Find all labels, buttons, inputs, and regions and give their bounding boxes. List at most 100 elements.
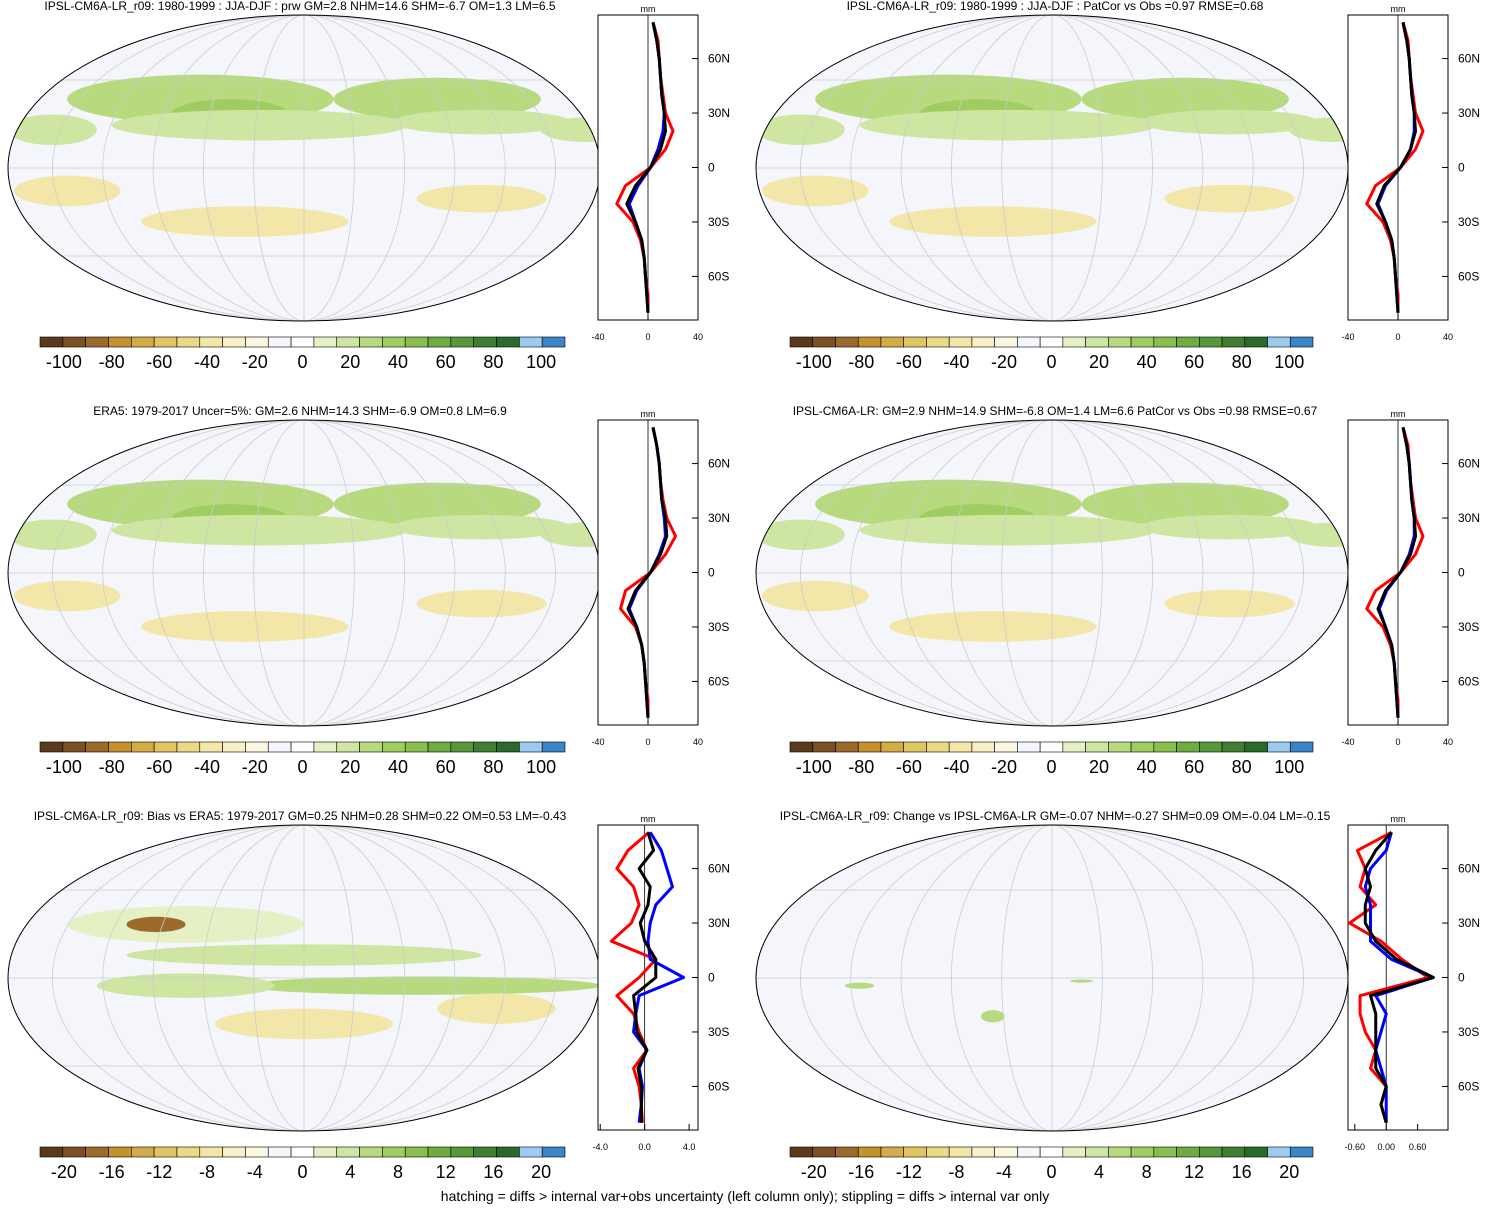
x-tick-label: 40 — [693, 332, 703, 342]
colorbar-swatch — [290, 1146, 315, 1158]
colorbar-swatch — [245, 1146, 269, 1158]
y-tick-label: 30S — [708, 1025, 729, 1039]
colorbar-swatch — [176, 741, 201, 753]
y-tick-label: 60N — [1458, 862, 1480, 876]
colorbar-label: -20 — [991, 352, 1017, 372]
colorbar-swatch — [1108, 336, 1132, 348]
colorbar-swatch — [948, 336, 973, 348]
colorbar-label: -60 — [146, 757, 172, 777]
graticule — [152, 420, 456, 726]
colorbar-label: -4 — [247, 1162, 263, 1182]
field-region — [761, 580, 869, 612]
colorbar-swatch — [39, 1146, 64, 1158]
colorbar-label: -40 — [194, 757, 220, 777]
y-tick-label: 60N — [1458, 457, 1480, 471]
colorbar-label: -100 — [796, 757, 832, 777]
x-tick-label: -4.0 — [592, 1142, 608, 1152]
colorbar-swatch — [1199, 336, 1223, 348]
map — [756, 825, 1348, 1131]
colorbar-label: -8 — [948, 1162, 964, 1182]
colorbar-swatch — [267, 741, 292, 753]
field-region — [859, 514, 1156, 546]
colorbar-swatch — [359, 336, 383, 348]
field-region — [392, 109, 571, 135]
graticule — [900, 825, 1204, 1131]
colorbar-label: 40 — [1137, 757, 1157, 777]
colorbar-label: -16 — [99, 1162, 125, 1182]
colorbar-swatch — [1062, 336, 1086, 348]
colorbar-label: 60 — [1184, 352, 1204, 372]
graticule — [102, 15, 506, 321]
colorbar-label: 0 — [297, 757, 307, 777]
colorbar-label: 20 — [340, 757, 360, 777]
y-tick-label: 60N — [708, 457, 730, 471]
colorbar-swatch — [1221, 741, 1246, 753]
colorbar-swatch — [153, 741, 178, 753]
colorbar-swatch — [541, 336, 566, 348]
colorbar-label: -4 — [996, 1162, 1012, 1182]
field-region — [333, 482, 541, 526]
colorbar-swatch — [857, 336, 882, 348]
graticule — [102, 825, 506, 1131]
colorbar-label: -80 — [848, 757, 874, 777]
colorbar-swatch — [427, 1146, 452, 1158]
panel-title: IPSL-CM6A-LR: GM=2.9 NHM=14.9 SHM=-6.8 O… — [793, 404, 1318, 418]
x-tick-label: -0.60 — [1345, 1142, 1366, 1152]
colorbar-label: 100 — [1274, 757, 1304, 777]
colorbar-label: 0 — [1046, 1162, 1056, 1182]
colorbar-swatch — [789, 1146, 814, 1158]
colorbar-swatch — [131, 336, 155, 348]
colorbar-label: 4 — [1094, 1162, 1104, 1182]
colorbar-swatch — [245, 741, 269, 753]
graticule — [800, 420, 1305, 726]
y-tick-label: 30N — [1458, 106, 1480, 120]
colorbar-label: 80 — [1232, 757, 1252, 777]
colorbar-label: 8 — [1142, 1162, 1152, 1182]
graticule — [102, 420, 506, 726]
colorbar-swatch — [62, 1146, 86, 1158]
colorbar-swatch — [1085, 336, 1109, 348]
colorbar-swatch — [85, 336, 109, 348]
panel-title: IPSL-CM6A-LR_r09: 1980-1999 : JJA-DJF : … — [847, 0, 1264, 13]
colorbar-swatch — [222, 336, 246, 348]
colorbar-swatch — [382, 741, 406, 753]
x-tick-label: 0 — [1395, 332, 1400, 342]
colorbar-swatch — [880, 336, 904, 348]
x-tick-label: 0 — [645, 737, 650, 747]
field-region — [141, 611, 349, 642]
x-tick-label: 0.60 — [1409, 1142, 1427, 1152]
panel-title: ERA5: 1979-2017 Uncer=5%: GM=2.6 NHM=14.… — [93, 404, 507, 418]
colorbar-label: 16 — [483, 1162, 503, 1182]
colorbar-swatch — [1130, 741, 1155, 753]
colorbar-swatch — [835, 336, 859, 348]
field-region — [1288, 522, 1348, 547]
colorbar-swatch — [812, 336, 836, 348]
colorbar-swatch — [496, 741, 520, 753]
colorbar-swatch — [835, 1146, 859, 1158]
colorbar-swatch — [994, 336, 1018, 348]
y-tick-label: 0 — [1458, 566, 1465, 580]
y-tick-label: 0 — [1458, 971, 1465, 985]
graticule — [1001, 15, 1103, 321]
colorbar-swatch — [108, 1146, 132, 1158]
field-region — [244, 976, 600, 995]
graticule — [51, 825, 557, 1131]
x-tick-label: 40 — [693, 737, 703, 747]
colorbar-swatch — [971, 741, 995, 753]
field-region — [416, 589, 547, 618]
colorbar-swatch — [267, 336, 292, 348]
y-tick-label: 30S — [1458, 620, 1479, 634]
y-tick-label: 30N — [1458, 916, 1480, 930]
colorbar-swatch — [1176, 336, 1200, 348]
colorbar-swatch — [404, 336, 429, 348]
graticule — [1001, 420, 1103, 726]
field-region — [13, 175, 121, 207]
colorbar-swatch — [427, 336, 452, 348]
field-region — [8, 519, 97, 551]
graticule — [253, 825, 355, 1131]
x-tick-label: 0.00 — [1377, 1142, 1395, 1152]
colorbar-swatch — [313, 336, 338, 348]
field-region — [1164, 184, 1295, 213]
colorbar-swatch — [1039, 1146, 1064, 1158]
colorbar-swatch — [926, 741, 950, 753]
